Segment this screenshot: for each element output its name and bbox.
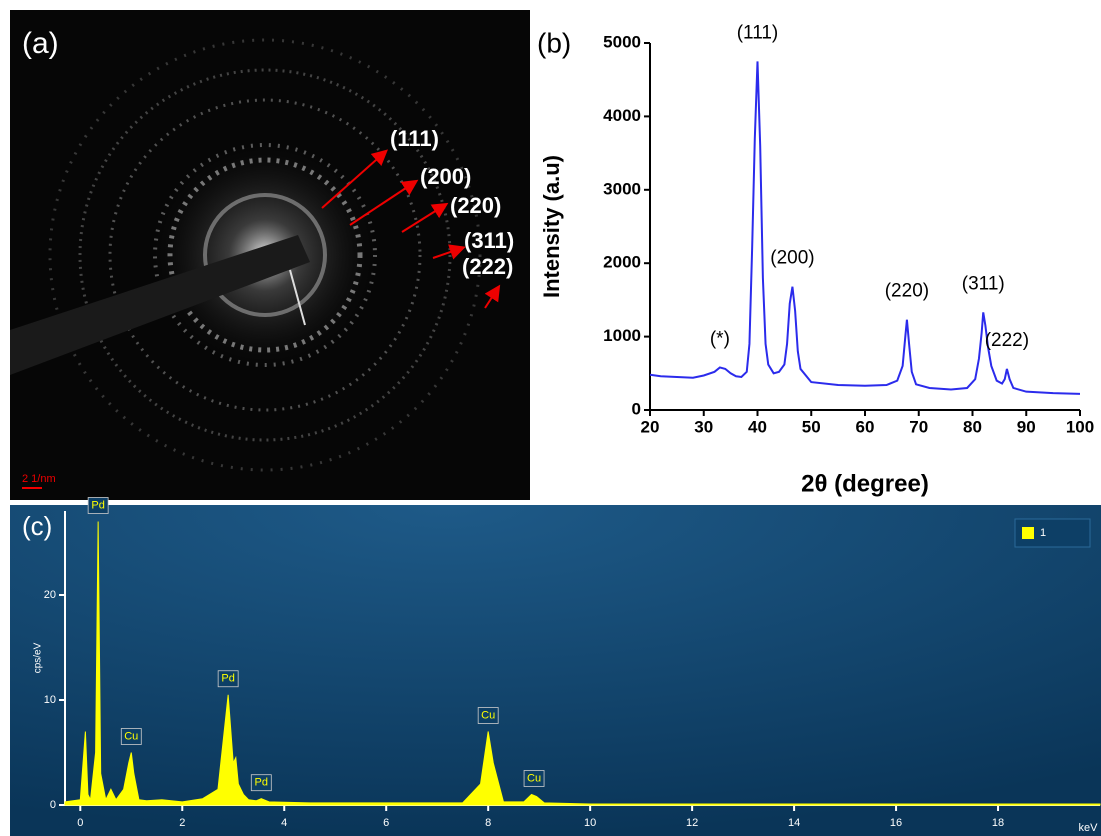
peak-label: (*): [710, 328, 730, 349]
peak-label: Pd: [221, 673, 234, 685]
x-tick-label: 8: [485, 817, 491, 829]
peak-label: Pd: [255, 777, 268, 789]
peak-label: (200): [770, 248, 814, 269]
ring: [167, 157, 363, 353]
annotation-box: [217, 670, 239, 688]
series-line: [649, 61, 1081, 395]
ring-label: (311): [464, 228, 514, 253]
x-axis-label: keV: [1079, 822, 1099, 834]
y-tick-label: 0: [50, 799, 56, 811]
eds-background: [10, 505, 1101, 836]
peak-label: Cu: [481, 709, 495, 721]
peak-label: (222): [985, 330, 1029, 351]
legend-swatch: [1022, 527, 1034, 539]
scale-bar-label: 2 1/nm: [22, 473, 56, 485]
annotation-box: [250, 774, 272, 792]
y-tick-label: 2000: [603, 253, 641, 272]
series-area: [64, 521, 1101, 806]
y-tick-label: 20: [44, 589, 56, 601]
x-tick-label: 40: [748, 417, 767, 436]
arrow: [349, 179, 419, 226]
annotation-box: [477, 707, 499, 724]
y-axis-label: Intensity (a.u): [539, 155, 564, 298]
ring-label: (222): [462, 254, 513, 279]
streak: [289, 269, 306, 326]
y-tick-label: 4000: [603, 106, 641, 125]
beam-stopper: [10, 235, 310, 375]
y-tick-label: 3000: [603, 179, 641, 198]
ring-label: (111): [390, 126, 439, 151]
peak-label: Cu: [527, 772, 541, 784]
x-axis-label: 2θ (degree): [801, 470, 929, 497]
x-tick-label: 2: [179, 817, 185, 829]
ring: [108, 98, 422, 412]
x-tick-label: 6: [383, 817, 389, 829]
x-tick-label: 10: [584, 817, 596, 829]
peak-label: Cu: [124, 730, 138, 742]
x-tick-label: 16: [890, 817, 902, 829]
arrow: [432, 244, 466, 260]
annotation-box: [120, 728, 142, 745]
x-tick-label: 80: [963, 417, 982, 436]
peak-label: Pd: [91, 499, 104, 511]
y-tick-label: 1000: [603, 326, 641, 345]
ring-label: (220): [450, 193, 501, 218]
x-tick-label: 14: [788, 817, 800, 829]
x-tick-label: 60: [856, 417, 875, 436]
ring: [153, 143, 377, 367]
annotation-box: [523, 770, 545, 787]
peak-label: (111): [737, 22, 779, 43]
arrow: [321, 149, 388, 209]
x-tick-label: 0: [77, 817, 83, 829]
arrow: [401, 202, 449, 233]
x-tick-label: 30: [694, 417, 713, 436]
x-tick-label: 18: [992, 817, 1004, 829]
annotation-box: [87, 497, 109, 514]
x-tick-label: 90: [1017, 417, 1036, 436]
ring-label: (200): [420, 164, 471, 189]
diffraction-panel: (a) (111) (200) (220) (311) (222) 2 1/nm: [10, 10, 530, 500]
y-axis-label: cps/eV: [33, 642, 44, 673]
panel-label: (c): [22, 511, 52, 541]
x-tick-label: 70: [909, 417, 928, 436]
y-tick-label: 10: [44, 694, 56, 706]
y-tick-label: 0: [632, 399, 641, 418]
panel-label: (a): [22, 27, 59, 60]
x-tick-label: 50: [802, 417, 821, 436]
arrow: [484, 284, 501, 309]
peak-label: (311): [962, 273, 1005, 294]
ring: [48, 38, 482, 472]
legend-label: 1: [1040, 527, 1046, 539]
x-tick-label: 20: [641, 417, 660, 436]
panel-label: (b): [537, 27, 571, 58]
chart-area: 0 2 4 6 8 10 12 14 16 18 0 10 20 cps/eV keV (c) 1 Pd Cu Pd P…: [22, 497, 1101, 834]
ring: [203, 193, 327, 317]
peak-label: (220): [885, 281, 929, 302]
x-tick-label: 100: [1066, 417, 1094, 436]
x-tick-label: 12: [686, 817, 698, 829]
x-tick-label: 4: [281, 817, 287, 829]
chart-line: 20 30 40 50 60 70 80 90 100010002000300040005000…: [537, 22, 1094, 497]
y-tick-label: 5000: [603, 32, 641, 51]
